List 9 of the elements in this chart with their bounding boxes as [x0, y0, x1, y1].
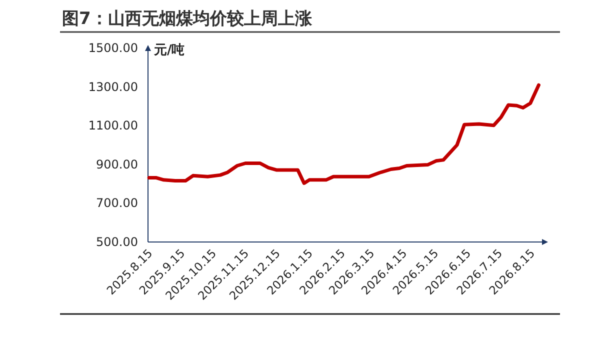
line-series: [147, 83, 540, 185]
y-tick-label: 1300.00: [88, 80, 138, 94]
chart-title: 图7：山西无烟煤均价较上周上涨: [62, 9, 313, 29]
y-tick-label: 1500.00: [88, 41, 138, 55]
y-tick-label: 500.00: [96, 235, 138, 249]
y-axis-title: 元/吨: [153, 43, 185, 58]
y-tick-label: 900.00: [96, 157, 138, 172]
y-tick-label: 700.00: [96, 196, 138, 210]
y-tick-label: 1100.00: [88, 118, 138, 133]
